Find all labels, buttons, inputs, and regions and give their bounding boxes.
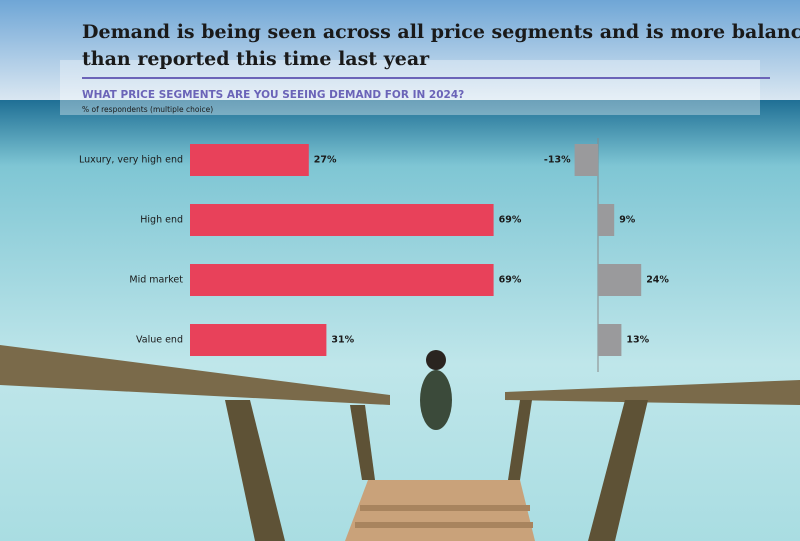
bar — [598, 264, 642, 296]
value-label: 31% — [331, 335, 354, 346]
bar — [574, 144, 598, 176]
chart-note: % of respondents (multiple choice) — [82, 105, 213, 114]
category-label: Mid market — [129, 275, 183, 286]
bar — [190, 204, 494, 236]
value-label: 27% — [314, 155, 337, 166]
category-label: Value end — [136, 335, 183, 346]
chart-subtitle: WHAT PRICE SEGMENTS ARE YOU SEEING DEMAN… — [82, 89, 464, 101]
bar — [598, 324, 622, 356]
bar — [190, 264, 494, 296]
category-label: High end — [140, 215, 183, 226]
value-label: 9% — [619, 215, 636, 226]
value-label: 69% — [499, 215, 522, 226]
value-label: 69% — [499, 275, 522, 286]
chart-title: Demand is being seen across all price se… — [82, 21, 800, 70]
value-label: -13% — [544, 155, 571, 166]
bar — [190, 144, 309, 176]
value-label: 24% — [646, 275, 669, 286]
category-label: Luxury, very high end — [79, 155, 183, 166]
bar — [598, 204, 615, 236]
bar — [190, 324, 327, 356]
value-label: 13% — [626, 335, 649, 346]
